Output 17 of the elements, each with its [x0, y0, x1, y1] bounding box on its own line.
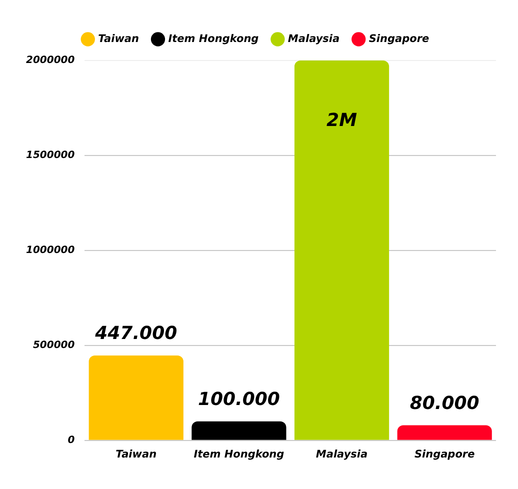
y-tick-label: 1000000 [26, 245, 75, 256]
x-tick-label: Item Hongkong [194, 448, 285, 460]
x-tick-label: Taiwan [116, 448, 157, 460]
data-label: 80.000 [410, 392, 480, 414]
x-tick-label: Malaysia [316, 448, 368, 460]
legend-label: Singapore [368, 32, 430, 45]
y-tick-label: 0 [68, 434, 75, 446]
legend-label: Item Hongkong [168, 32, 260, 45]
legend-label: Taiwan [98, 32, 139, 45]
data-label: 100.000 [198, 389, 280, 410]
y-tick-label: 1500000 [26, 150, 75, 162]
y-tick-label: 2000000 [26, 55, 75, 66]
data-label: 447.000 [94, 323, 178, 344]
data-label: 2M [326, 110, 358, 132]
y-tick-label: 500000 [32, 340, 75, 352]
x-tick-label: Singapore [414, 448, 475, 460]
legend-label: Malaysia [288, 32, 340, 45]
